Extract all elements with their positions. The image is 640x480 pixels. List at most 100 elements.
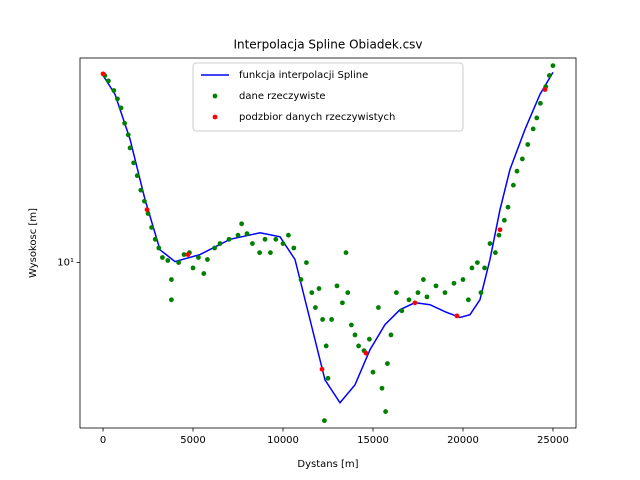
data-point — [201, 271, 207, 276]
data-point — [325, 375, 331, 381]
data-point — [384, 361, 390, 366]
data-point — [534, 115, 540, 121]
data-point — [320, 317, 326, 322]
y-axis-label: Wysokosc [m] — [28, 208, 39, 278]
data-point — [363, 350, 369, 356]
data-point — [366, 336, 372, 342]
data-point — [514, 168, 520, 174]
data-point — [546, 73, 552, 78]
data-point — [415, 290, 421, 296]
data-point — [316, 286, 322, 291]
data-point — [375, 305, 381, 310]
data-point — [149, 225, 155, 230]
data-point — [487, 241, 493, 246]
data-point — [345, 290, 351, 296]
data-point — [165, 258, 171, 263]
data-point — [262, 236, 268, 242]
data-point — [474, 260, 480, 265]
data-point — [280, 241, 286, 246]
data-point — [379, 385, 385, 391]
x-tick-label: 25000 — [537, 435, 569, 446]
data-point — [138, 187, 144, 193]
data-point — [313, 305, 318, 310]
data-point — [501, 217, 507, 223]
data-point — [298, 277, 304, 282]
data-point — [356, 343, 361, 349]
data-point — [388, 332, 394, 338]
data-point — [393, 290, 399, 296]
data-point — [334, 283, 340, 289]
legend-label: dane rzeczywiste — [239, 91, 326, 102]
data-point — [339, 300, 345, 306]
data-point — [469, 265, 475, 271]
data-point — [370, 369, 376, 375]
data-point — [505, 204, 511, 210]
data-point — [454, 313, 460, 319]
data-point — [319, 366, 325, 372]
legend-label: funkcja interpolacji Spline — [239, 70, 368, 81]
data-point — [115, 96, 120, 102]
data-point — [492, 250, 498, 256]
x-tick-label: 0 — [100, 435, 106, 446]
data-point — [460, 277, 466, 282]
data-point — [442, 290, 448, 296]
data-point — [144, 207, 150, 213]
data-point — [250, 241, 255, 246]
data-point — [134, 173, 140, 179]
data-point — [257, 250, 263, 256]
data-point — [190, 265, 196, 271]
data-point — [530, 126, 536, 132]
data-point — [131, 160, 137, 166]
data-point — [196, 255, 201, 260]
legend-label: podzbior danych rzeczywistych — [239, 112, 395, 123]
data-point — [106, 78, 111, 84]
data-point — [239, 221, 245, 227]
data-point — [496, 232, 502, 238]
data-point — [160, 255, 165, 260]
chart-title: Interpolacja Spline Obiadek.csv — [233, 38, 422, 52]
data-point — [550, 63, 556, 69]
data-point — [383, 409, 388, 414]
data-point — [343, 250, 349, 256]
legend-marker — [212, 93, 218, 99]
data-point — [286, 232, 291, 238]
axes-frame — [79, 57, 577, 429]
data-point — [169, 297, 174, 303]
legend-marker — [212, 114, 218, 120]
data-point — [424, 294, 430, 300]
data-point — [291, 245, 297, 251]
data-point — [125, 132, 131, 138]
data-point — [176, 260, 182, 265]
data-point — [412, 300, 418, 306]
plot-area — [100, 63, 556, 424]
data-point — [329, 317, 334, 322]
data-point — [309, 290, 315, 296]
data-point — [185, 252, 191, 257]
data-point — [235, 232, 241, 238]
x-tick-label: 20000 — [447, 435, 479, 446]
data-point — [127, 145, 133, 151]
data-point — [169, 277, 174, 282]
y-tick-label: 10¹ — [57, 258, 74, 269]
data-point — [111, 88, 117, 93]
data-point — [100, 71, 106, 77]
data-point — [399, 308, 405, 314]
data-point — [348, 322, 354, 328]
data-point — [268, 250, 273, 256]
data-point — [482, 265, 487, 271]
data-point — [212, 245, 218, 251]
data-point — [226, 236, 232, 242]
data-point — [433, 283, 439, 289]
x-axis-label: Dystans [m] — [297, 459, 358, 470]
data-point — [244, 231, 250, 237]
x-tick-label: 5000 — [180, 435, 205, 446]
data-point — [152, 236, 158, 242]
data-point — [542, 87, 548, 92]
data-point — [122, 120, 128, 126]
data-point — [217, 241, 223, 246]
data-point — [273, 236, 279, 242]
data-point — [118, 105, 124, 111]
data-point — [304, 260, 309, 265]
data-point — [142, 198, 147, 204]
